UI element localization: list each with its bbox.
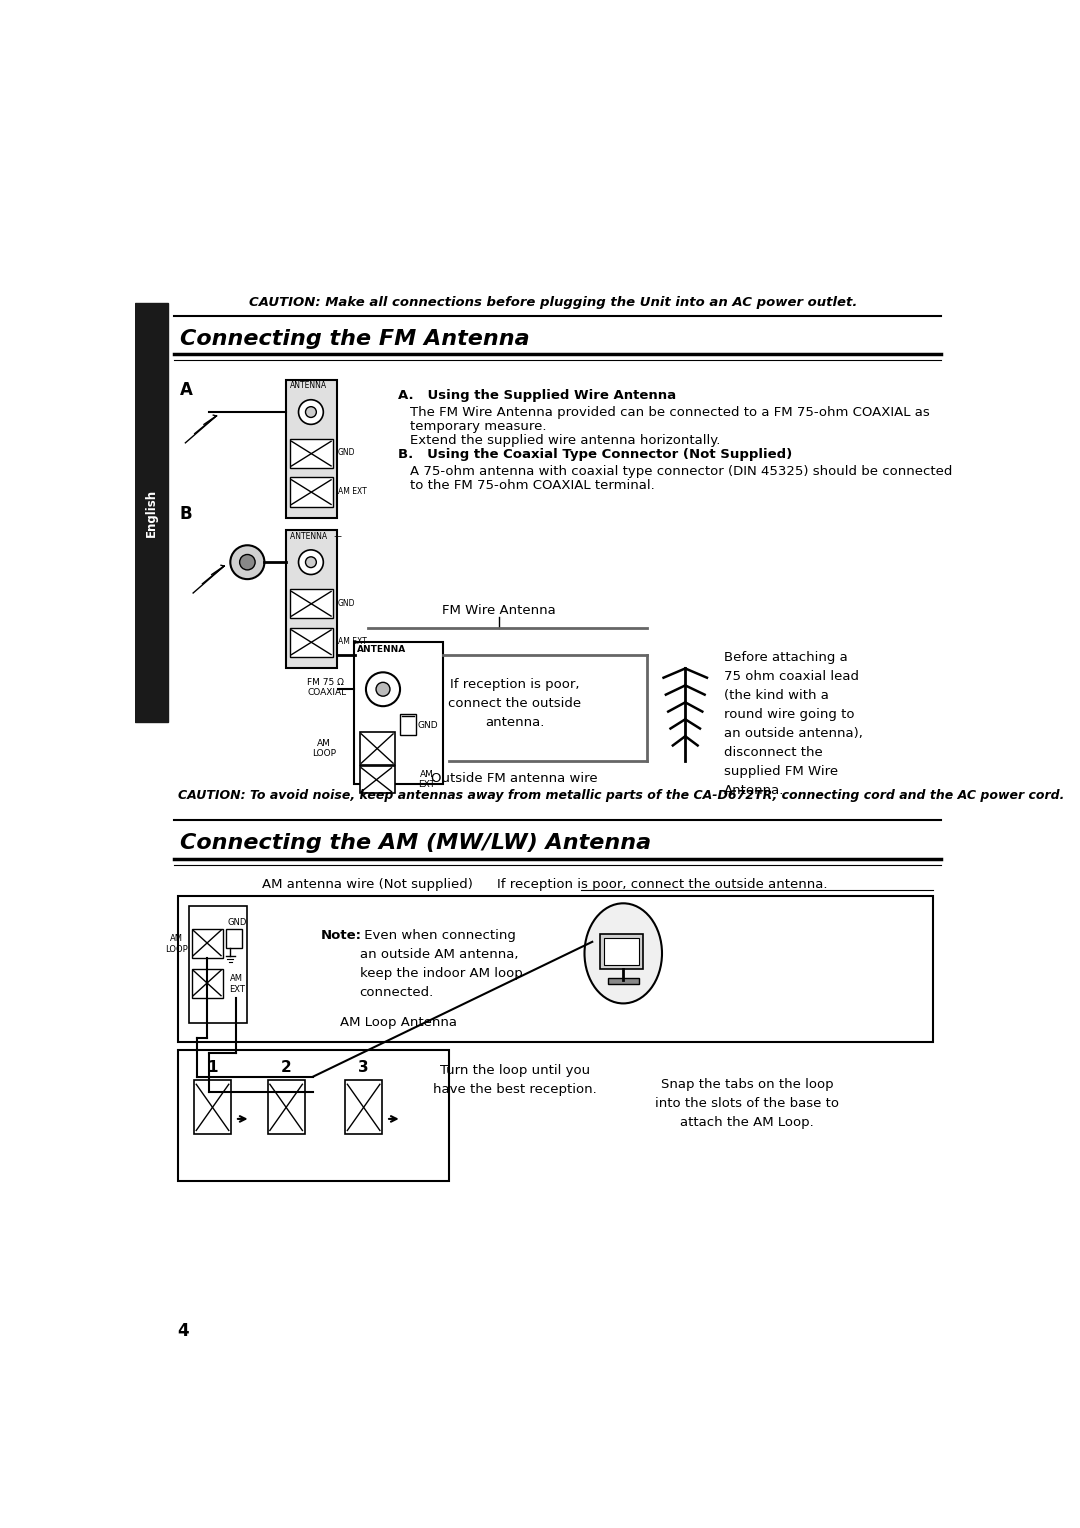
Circle shape bbox=[366, 672, 400, 706]
Bar bbox=[189, 906, 247, 1022]
Bar bbox=[135, 303, 167, 723]
Text: FM 75 Ω
COAXIAL: FM 75 Ω COAXIAL bbox=[307, 678, 347, 697]
Bar bbox=[286, 380, 337, 518]
Text: AM Loop Antenna: AM Loop Antenna bbox=[340, 1016, 457, 1030]
Text: A: A bbox=[180, 380, 193, 399]
Text: 3: 3 bbox=[359, 1060, 369, 1074]
Circle shape bbox=[298, 400, 323, 425]
Bar bbox=[291, 439, 333, 468]
Text: A 75-ohm antenna with coaxial type connector (DIN 45325) should be connected: A 75-ohm antenna with coaxial type conne… bbox=[410, 465, 953, 478]
Bar bbox=[286, 530, 337, 668]
Text: temporary measure.: temporary measure. bbox=[410, 420, 546, 432]
Text: 2: 2 bbox=[281, 1060, 292, 1074]
Text: to the FM 75-ohm COAXIAL terminal.: to the FM 75-ohm COAXIAL terminal. bbox=[410, 478, 654, 492]
Text: Note:: Note: bbox=[321, 929, 362, 941]
Bar bbox=[604, 938, 638, 964]
Text: Outside FM antenna wire: Outside FM antenna wire bbox=[431, 772, 598, 785]
Bar bbox=[268, 1080, 305, 1134]
Bar bbox=[291, 590, 333, 619]
Text: Extend the supplied wire antenna horizontally.: Extend the supplied wire antenna horizon… bbox=[410, 434, 720, 448]
Text: AM
EXT: AM EXT bbox=[418, 770, 435, 788]
Text: 1: 1 bbox=[207, 1060, 218, 1074]
Bar bbox=[360, 732, 394, 764]
Bar bbox=[608, 978, 638, 984]
Circle shape bbox=[306, 406, 316, 417]
Text: English: English bbox=[145, 489, 158, 536]
Text: Turn the loop until you
have the best reception.: Turn the loop until you have the best re… bbox=[433, 1065, 596, 1097]
Circle shape bbox=[376, 683, 390, 697]
Circle shape bbox=[298, 550, 323, 575]
Text: 4: 4 bbox=[177, 1322, 189, 1340]
Circle shape bbox=[240, 555, 255, 570]
Bar bbox=[194, 1080, 231, 1134]
Circle shape bbox=[230, 545, 265, 579]
Text: CAUTION: Make all connections before plugging the Unit into an AC power outlet.: CAUTION: Make all connections before plu… bbox=[249, 296, 858, 309]
Bar bbox=[177, 1050, 449, 1181]
Text: Even when connecting
an outside AM antenna,
keep the indoor AM loop
connected.: Even when connecting an outside AM anten… bbox=[360, 929, 523, 999]
Bar bbox=[177, 895, 933, 1042]
Bar bbox=[360, 766, 394, 793]
Text: GND: GND bbox=[338, 599, 355, 608]
Text: FM Wire Antenna: FM Wire Antenna bbox=[443, 604, 556, 617]
Bar bbox=[600, 934, 643, 969]
Bar bbox=[345, 1080, 382, 1134]
Text: AM
LOOP: AM LOOP bbox=[165, 935, 188, 953]
Text: AM EXT: AM EXT bbox=[338, 637, 367, 646]
Text: GND: GND bbox=[338, 448, 355, 457]
Text: Connecting the FM Antenna: Connecting the FM Antenna bbox=[180, 329, 529, 348]
Text: Snap the tabs on the loop
into the slots of the base to
attach the AM Loop.: Snap the tabs on the loop into the slots… bbox=[656, 1079, 839, 1129]
Bar bbox=[400, 714, 416, 735]
Bar bbox=[353, 642, 443, 784]
Text: AM EXT: AM EXT bbox=[338, 487, 367, 497]
Text: If reception is poor, connect the outside antenna.: If reception is poor, connect the outsid… bbox=[497, 877, 827, 891]
Ellipse shape bbox=[584, 903, 662, 1004]
Text: GND: GND bbox=[418, 721, 438, 730]
Text: AM
LOOP: AM LOOP bbox=[312, 740, 336, 758]
Text: AM antenna wire (Not supplied): AM antenna wire (Not supplied) bbox=[262, 877, 473, 891]
Text: If reception is poor,
connect the outside
antenna.: If reception is poor, connect the outsid… bbox=[448, 677, 581, 729]
Text: B: B bbox=[180, 506, 192, 524]
Text: ANTENNA   —: ANTENNA — bbox=[291, 532, 342, 541]
Text: A.   Using the Supplied Wire Antenna: A. Using the Supplied Wire Antenna bbox=[399, 388, 677, 402]
Bar bbox=[227, 929, 242, 947]
Text: Connecting the AM (MW/LW) Antenna: Connecting the AM (MW/LW) Antenna bbox=[180, 833, 651, 853]
Text: AM
EXT: AM EXT bbox=[230, 975, 245, 993]
Bar bbox=[291, 477, 333, 507]
Text: ANTENNA: ANTENNA bbox=[291, 382, 327, 390]
Bar bbox=[291, 628, 333, 657]
Text: ANTENNA: ANTENNA bbox=[357, 645, 407, 654]
Circle shape bbox=[306, 556, 316, 567]
Text: GND: GND bbox=[228, 918, 247, 927]
Text: B.   Using the Coaxial Type Connector (Not Supplied): B. Using the Coaxial Type Connector (Not… bbox=[399, 448, 793, 461]
Text: The FM Wire Antenna provided can be connected to a FM 75-ohm COAXIAL as: The FM Wire Antenna provided can be conn… bbox=[410, 406, 930, 419]
Bar bbox=[191, 929, 222, 958]
Bar bbox=[191, 969, 222, 998]
Text: CAUTION: To avoid noise, keep antennas away from metallic parts of the CA-D672TR: CAUTION: To avoid noise, keep antennas a… bbox=[177, 788, 1064, 802]
Text: Before attaching a
75 ohm coaxial lead
(the kind with a
round wire going to
an o: Before attaching a 75 ohm coaxial lead (… bbox=[724, 651, 863, 796]
